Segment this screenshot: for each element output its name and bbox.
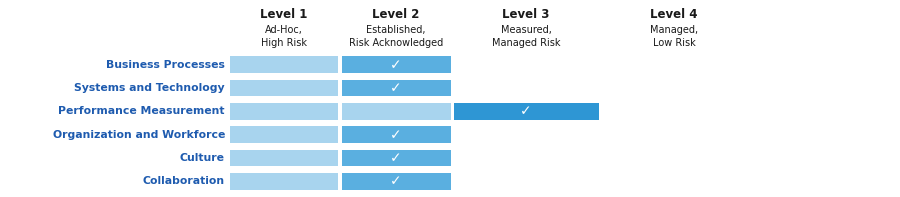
Bar (230, 80, 338, 96)
Bar (230, 173, 338, 190)
Bar (341, 173, 451, 190)
Bar (230, 150, 338, 166)
Bar (230, 56, 338, 73)
Text: Level 3: Level 3 (502, 8, 550, 21)
Bar (341, 150, 451, 166)
Text: Systems and Technology: Systems and Technology (75, 83, 225, 93)
Text: ✓: ✓ (520, 104, 532, 118)
Bar (454, 103, 598, 120)
Text: Measured,
Managed Risk: Measured, Managed Risk (491, 25, 560, 48)
Text: Level 4: Level 4 (650, 8, 698, 21)
Text: ✓: ✓ (391, 81, 401, 95)
Bar (341, 80, 451, 96)
Text: Organization and Workforce: Organization and Workforce (52, 130, 225, 140)
Text: Collaboration: Collaboration (143, 176, 225, 186)
Bar (341, 103, 451, 120)
Bar (341, 126, 451, 143)
Bar (341, 56, 451, 73)
Text: ✓: ✓ (391, 174, 401, 188)
Text: ✓: ✓ (391, 151, 401, 165)
Text: Ad-Hoc,
High Risk: Ad-Hoc, High Risk (261, 25, 307, 48)
Text: Managed,
Low Risk: Managed, Low Risk (650, 25, 698, 48)
Text: Performance Measurement: Performance Measurement (58, 106, 225, 116)
Text: ✓: ✓ (391, 128, 401, 142)
Text: Level 2: Level 2 (373, 8, 419, 21)
Bar (230, 103, 338, 120)
Text: Established,
Risk Acknowledged: Established, Risk Acknowledged (349, 25, 443, 48)
Text: Level 1: Level 1 (260, 8, 308, 21)
Bar (230, 126, 338, 143)
Text: Business Processes: Business Processes (106, 60, 225, 70)
Text: ✓: ✓ (391, 58, 401, 72)
Text: Culture: Culture (180, 153, 225, 163)
